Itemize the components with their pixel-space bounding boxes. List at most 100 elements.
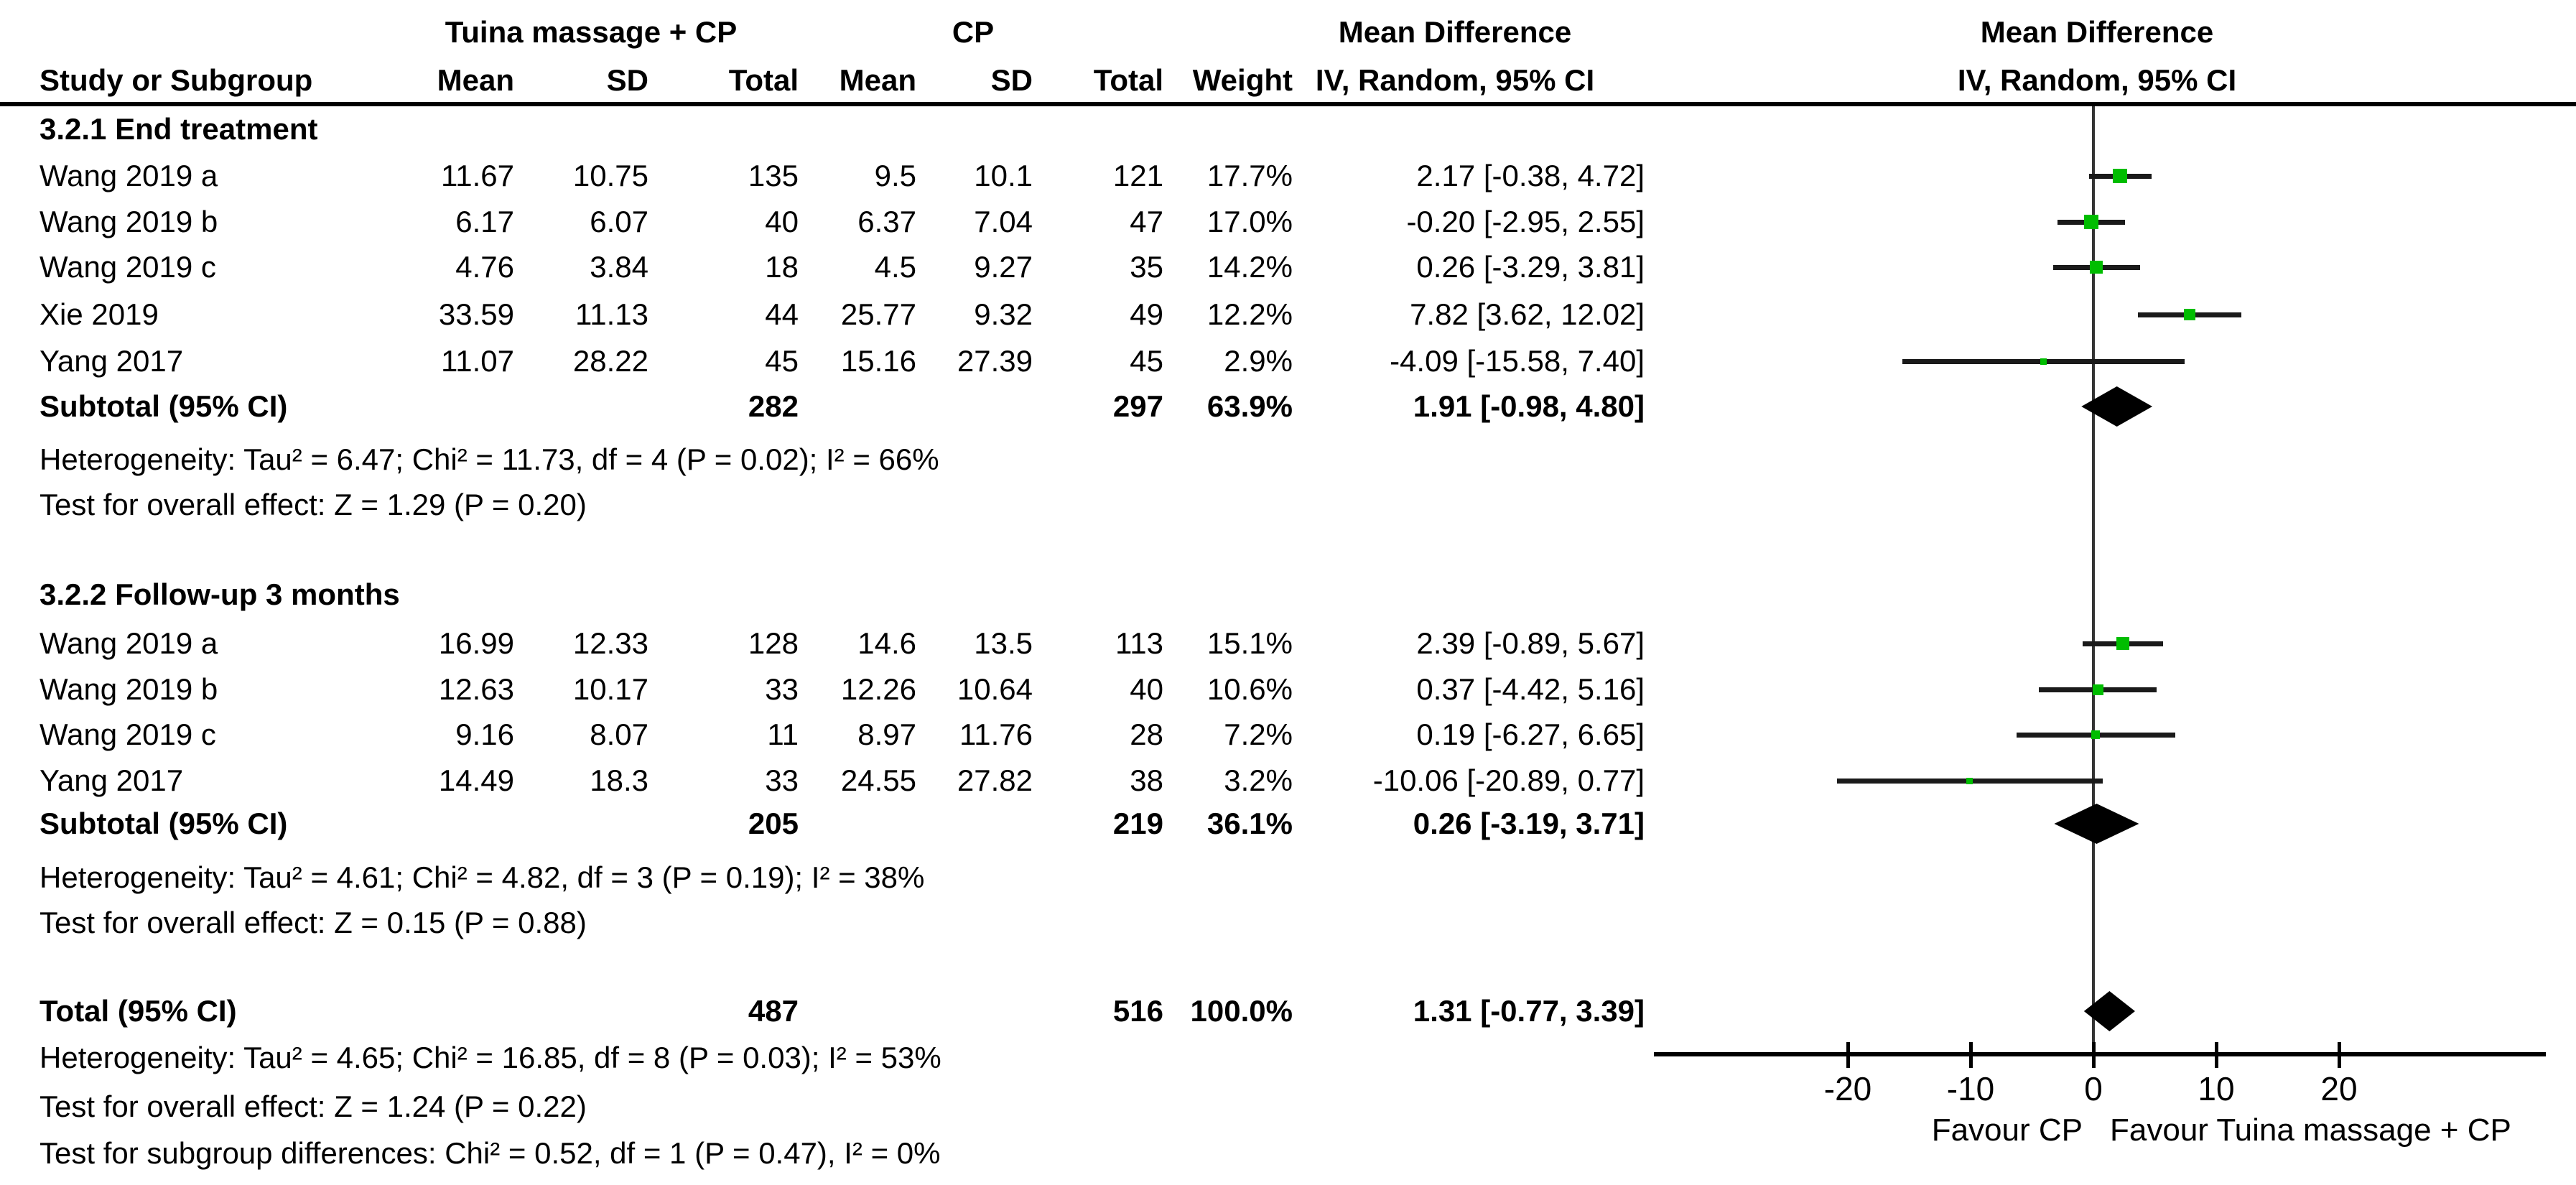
column-header-mean1: Mean	[437, 63, 514, 97]
subtotal-cell: 1.91 [-0.98, 4.80]	[1413, 389, 1645, 423]
study-cell: 135	[748, 159, 799, 192]
zero-reference-line	[2092, 106, 2095, 1052]
study-row-label: Xie 2019	[39, 297, 159, 331]
study-cell: 6.07	[590, 205, 648, 238]
section-header: 3.2.1 End treatment	[39, 112, 318, 146]
axis-tick-mark	[1969, 1042, 1973, 1068]
study-cell: 45	[1130, 344, 1163, 378]
study-cell: 3.84	[590, 250, 648, 284]
column-header-sd2: SD	[990, 63, 1033, 97]
study-cell: -4.09 [-15.58, 7.40]	[1390, 344, 1645, 378]
study-cell: 3.2%	[1224, 763, 1293, 797]
study-cell: 25.77	[840, 297, 916, 331]
study-cell: 113	[1115, 626, 1163, 660]
x-axis-line	[1654, 1052, 2546, 1056]
study-cell: 17.0%	[1206, 205, 1293, 238]
study-cell: 7.04	[974, 205, 1033, 238]
study-cell: 27.82	[957, 763, 1033, 797]
study-cell: 12.26	[840, 672, 916, 706]
study-cell: 14.2%	[1206, 250, 1293, 284]
study-cell: 9.16	[455, 717, 514, 751]
axis-tick-mark	[1846, 1042, 1850, 1068]
group-header-control: CP	[952, 15, 995, 49]
study-cell: 6.37	[857, 205, 916, 238]
pooled-diamond-marker	[2054, 804, 2139, 844]
study-cell: 10.6%	[1206, 672, 1293, 706]
total-cell: 1.31 [-0.77, 3.39]	[1413, 994, 1645, 1028]
study-cell: 18.3	[590, 763, 648, 797]
study-point-marker	[2091, 730, 2101, 739]
study-cell: 2.9%	[1224, 344, 1293, 378]
study-cell: 4.76	[455, 250, 514, 284]
study-cell: 14.49	[438, 763, 514, 797]
study-cell: 10.17	[572, 672, 648, 706]
study-cell: 0.26 [-3.29, 3.81]	[1416, 250, 1645, 284]
study-cell: 10.75	[572, 159, 648, 192]
subtotal-cell: 219	[1112, 807, 1163, 840]
total-cell: 516	[1112, 994, 1163, 1028]
study-point-marker	[2083, 215, 2098, 229]
study-point-marker	[2090, 261, 2103, 274]
total-heterogeneity-line: Heterogeneity: Tau² = 4.65; Chi² = 16.85…	[39, 1041, 941, 1074]
study-cell: 17.7%	[1206, 159, 1293, 192]
study-point-marker	[1966, 777, 1973, 784]
study-cell: 7.82 [3.62, 12.02]	[1410, 297, 1645, 331]
study-cell: 33	[765, 672, 799, 706]
study-cell: 9.5	[874, 159, 916, 192]
total-overall-effect-line: Test for overall effect: Z = 1.24 (P = 0…	[39, 1089, 587, 1123]
study-cell: 33	[765, 763, 799, 797]
total-row-label: Total (95% CI)	[39, 994, 237, 1028]
column-header-sd1: SD	[606, 63, 648, 97]
subtotal-row-label: Subtotal (95% CI)	[39, 807, 288, 840]
column-header-ci: IV, Random, 95% CI	[1315, 63, 1595, 97]
study-cell: 8.97	[857, 717, 916, 751]
group-header-treatment: Tuina massage + CP	[445, 15, 738, 49]
subtotal-cell: 205	[748, 807, 799, 840]
total-cell: 100.0%	[1190, 994, 1293, 1028]
study-cell: 24.55	[840, 763, 916, 797]
study-cell: 47	[1130, 205, 1163, 238]
study-cell: 4.5	[874, 250, 916, 284]
column-header-weight: Weight	[1192, 63, 1293, 97]
study-cell: 6.17	[455, 205, 514, 238]
heterogeneity-line: Heterogeneity: Tau² = 4.61; Chi² = 4.82,…	[39, 860, 925, 894]
overall-effect-line: Test for overall effect: Z = 0.15 (P = 0…	[39, 906, 587, 939]
axis-tick-mark	[2092, 1042, 2096, 1068]
study-cell: 18	[765, 250, 799, 284]
axis-tick-mark	[2338, 1042, 2341, 1068]
study-cell: 11.07	[441, 344, 514, 378]
study-row-label: Wang 2019 b	[39, 672, 218, 706]
study-cell: 9.32	[974, 297, 1033, 331]
study-row-label: Wang 2019 b	[39, 205, 218, 238]
column-header-study: Study or Subgroup	[39, 63, 313, 97]
study-cell: 35	[1130, 250, 1163, 284]
study-cell: 10.64	[957, 672, 1033, 706]
study-cell: 7.2%	[1224, 717, 1293, 751]
study-point-marker	[2040, 358, 2047, 365]
study-cell: 12.2%	[1206, 297, 1293, 331]
study-cell: 40	[765, 205, 799, 238]
subtotal-cell: 282	[748, 389, 799, 423]
study-cell: 9.27	[974, 250, 1033, 284]
subgroup-differences-line: Test for subgroup differences: Chi² = 0.…	[39, 1136, 941, 1170]
study-point-marker	[2113, 169, 2128, 183]
study-cell: 13.5	[974, 626, 1033, 660]
section-header: 3.2.2 Follow-up 3 months	[39, 577, 400, 611]
axis-tick-label: -10	[1946, 1070, 1995, 1107]
study-cell: 27.39	[957, 344, 1033, 378]
column-header-total2: Total	[1093, 63, 1163, 97]
study-cell: 2.17 [-0.38, 4.72]	[1416, 159, 1645, 192]
axis-tick-label: -20	[1823, 1070, 1872, 1107]
study-cell: 12.63	[438, 672, 514, 706]
study-cell: -0.20 [-2.95, 2.55]	[1406, 205, 1645, 238]
study-row-label: Wang 2019 a	[39, 159, 218, 192]
study-cell: 128	[748, 626, 799, 660]
study-cell: 121	[1112, 159, 1163, 192]
study-cell: 28	[1130, 717, 1163, 751]
study-point-marker	[2116, 637, 2129, 650]
study-row-label: Wang 2019 c	[39, 717, 216, 751]
study-cell: 28.22	[572, 344, 648, 378]
group-header-effect: Mean Difference	[1338, 15, 1572, 49]
study-row-label: Wang 2019 a	[39, 626, 218, 660]
